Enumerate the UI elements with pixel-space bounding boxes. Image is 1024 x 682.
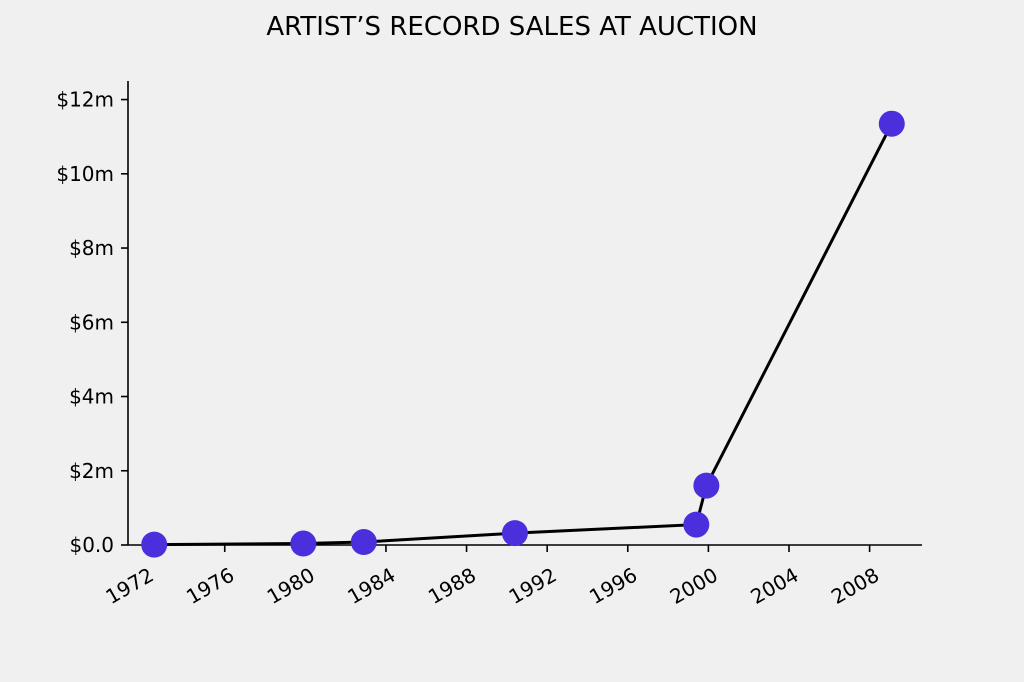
x-tick-label: 1988 [424,563,480,609]
data-point [693,472,720,499]
x-tick-label: 1992 [505,563,561,609]
y-tick-label: $2m [69,459,114,483]
y-tick-label: $0.0 [69,533,114,557]
x-tick-label: 1984 [343,563,399,609]
x-tick-label: 2000 [666,563,722,609]
x-tick-label: 2004 [746,563,802,609]
x-tick-label: 1996 [585,563,641,609]
y-tick-label: $10m [56,162,114,186]
data-point [141,531,168,558]
data-point [290,530,317,557]
x-tick-label: 1972 [102,563,158,609]
x-tick-label: 1980 [263,563,319,609]
data-point [350,529,377,556]
y-tick-label: $6m [69,310,114,334]
y-tick-label: $12m [56,88,114,112]
data-point [878,110,905,137]
data-point [683,511,710,538]
y-tick-label: $8m [69,236,114,260]
y-ticks: $0.0 $2m $4m $6m $8m $10m $12m [56,88,128,557]
chart-title: ARTIST’S RECORD SALES AT AUCTION [266,12,757,42]
data-point [501,520,528,547]
axes [127,81,922,546]
x-tick-label: 1976 [182,563,238,609]
y-tick-label: $4m [69,385,114,409]
x-ticks: 1972 1976 1980 1984 1988 1992 1996 2000 2004 2008 [102,545,883,609]
series [141,110,905,558]
series-line [154,123,894,547]
x-tick-label: 2008 [827,563,883,609]
